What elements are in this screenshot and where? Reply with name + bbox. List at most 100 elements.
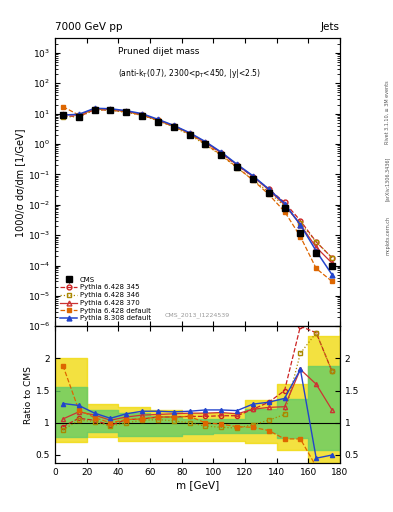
Pythia 6.428 346 xyxy=(108,108,113,114)
Pythia 6.428 346 xyxy=(298,220,303,226)
Pythia 6.428 345 xyxy=(330,254,334,261)
X-axis label: m [GeV]: m [GeV] xyxy=(176,480,219,490)
Pythia 6.428 default xyxy=(76,112,81,118)
Text: Jets: Jets xyxy=(321,22,340,32)
Pythia 6.428 default xyxy=(235,164,239,170)
Pythia 6.428 default xyxy=(203,141,208,147)
Pythia 6.428 345 xyxy=(250,174,255,180)
Pythia 6.428 345 xyxy=(108,107,113,113)
Pythia 6.428 370 xyxy=(203,139,208,145)
Pythia 6.428 default xyxy=(124,109,129,115)
Pythia 6.428 370 xyxy=(76,112,81,118)
Pythia 6.428 345 xyxy=(298,218,303,224)
Pythia 6.428 346 xyxy=(140,112,145,118)
Pythia 6.428 370 xyxy=(250,174,255,180)
Pythia 6.428 default xyxy=(330,279,334,285)
Pythia 6.428 346 xyxy=(219,153,224,159)
Pythia 6.428 345 xyxy=(61,113,65,119)
Text: (anti-k$_\mathrm{T}$(0.7), 2300<p$_\mathrm{T}$<450, |y|<2.5): (anti-k$_\mathrm{T}$(0.7), 2300<p$_\math… xyxy=(118,67,261,80)
Pythia 6.428 345 xyxy=(171,123,176,130)
Pythia 6.428 346 xyxy=(124,110,129,116)
Pythia 6.428 370 xyxy=(314,244,319,250)
Pythia 8.308 default xyxy=(171,122,176,129)
Line: Pythia 8.308 default: Pythia 8.308 default xyxy=(61,106,334,277)
Pythia 6.428 default xyxy=(140,112,145,118)
Pythia 6.428 345 xyxy=(266,186,271,192)
Pythia 8.308 default xyxy=(156,116,160,122)
Pythia 6.428 346 xyxy=(187,132,192,138)
Text: Rivet 3.1.10, ≥ 3M events: Rivet 3.1.10, ≥ 3M events xyxy=(385,81,390,144)
Pythia 6.428 default xyxy=(282,208,287,215)
Pythia 6.428 370 xyxy=(298,222,303,228)
Pythia 6.428 370 xyxy=(235,162,239,168)
Pythia 8.308 default xyxy=(235,161,239,167)
Pythia 6.428 370 xyxy=(61,111,65,117)
Pythia 6.428 default xyxy=(314,265,319,271)
Y-axis label: 1000/σ dσ/dm [1/GeV]: 1000/σ dσ/dm [1/GeV] xyxy=(15,128,25,237)
Pythia 6.428 370 xyxy=(171,123,176,129)
Pythia 6.428 345 xyxy=(219,150,224,156)
Pythia 6.428 default xyxy=(250,177,255,183)
Pythia 6.428 default xyxy=(108,106,113,113)
Pythia 8.308 default xyxy=(266,186,271,192)
Pythia 8.308 default xyxy=(140,111,145,117)
Pythia 8.308 default xyxy=(219,149,224,155)
Pythia 8.308 default xyxy=(124,108,129,114)
Pythia 6.428 346 xyxy=(61,114,65,120)
Pythia 6.428 346 xyxy=(314,239,319,245)
Pythia 6.428 346 xyxy=(171,124,176,130)
Pythia 8.308 default xyxy=(187,130,192,136)
Pythia 6.428 345 xyxy=(235,162,239,168)
Pythia 6.428 default xyxy=(61,103,65,110)
Pythia 6.428 346 xyxy=(92,107,97,113)
Pythia 6.428 346 xyxy=(156,118,160,124)
Pythia 6.428 346 xyxy=(266,189,271,195)
Pythia 6.428 370 xyxy=(92,105,97,112)
Pythia 6.428 370 xyxy=(219,150,224,156)
Pythia 8.308 default xyxy=(314,248,319,254)
Pythia 8.308 default xyxy=(203,139,208,145)
Text: Pruned dijet mass: Pruned dijet mass xyxy=(118,47,199,56)
Pythia 6.428 370 xyxy=(156,117,160,123)
Pythia 6.428 370 xyxy=(266,187,271,193)
Pythia 6.428 346 xyxy=(76,114,81,120)
Pythia 6.428 default xyxy=(298,233,303,240)
Pythia 6.428 345 xyxy=(203,140,208,146)
Pythia 6.428 370 xyxy=(187,130,192,136)
Pythia 6.428 370 xyxy=(330,260,334,266)
Line: Pythia 6.428 345: Pythia 6.428 345 xyxy=(61,107,334,260)
Pythia 6.428 345 xyxy=(76,114,81,120)
Pythia 8.308 default xyxy=(250,173,255,179)
Pythia 6.428 345 xyxy=(282,199,287,205)
Pythia 6.428 346 xyxy=(235,165,239,171)
Pythia 8.308 default xyxy=(76,111,81,117)
Pythia 6.428 345 xyxy=(187,131,192,137)
Pythia 8.308 default xyxy=(330,271,334,278)
Text: CMS_2013_I1224539: CMS_2013_I1224539 xyxy=(165,312,230,317)
Pythia 6.428 370 xyxy=(282,202,287,208)
Pythia 8.308 default xyxy=(108,105,113,112)
Text: [arXiv:1306.3436]: [arXiv:1306.3436] xyxy=(385,157,390,201)
Pythia 6.428 370 xyxy=(140,111,145,117)
Pythia 6.428 345 xyxy=(124,109,129,115)
Y-axis label: Ratio to CMS: Ratio to CMS xyxy=(24,366,33,424)
Pythia 6.428 default xyxy=(92,106,97,112)
Pythia 6.428 346 xyxy=(282,203,287,209)
Pythia 6.428 345 xyxy=(314,239,319,245)
Line: Pythia 6.428 346: Pythia 6.428 346 xyxy=(61,108,334,260)
Pythia 8.308 default xyxy=(298,222,303,228)
Pythia 6.428 default xyxy=(171,123,176,130)
Pythia 6.428 345 xyxy=(156,117,160,123)
Pythia 6.428 346 xyxy=(203,142,208,148)
Pythia 6.428 346 xyxy=(330,254,334,261)
Text: mcplots.cern.ch: mcplots.cern.ch xyxy=(385,216,390,255)
Text: 7000 GeV pp: 7000 GeV pp xyxy=(55,22,123,32)
Pythia 8.308 default xyxy=(92,105,97,112)
Pythia 6.428 default xyxy=(156,117,160,123)
Pythia 8.308 default xyxy=(61,112,65,118)
Pythia 6.428 370 xyxy=(124,108,129,114)
Pythia 6.428 default xyxy=(266,191,271,198)
Line: Pythia 6.428 370: Pythia 6.428 370 xyxy=(61,106,334,266)
Pythia 6.428 346 xyxy=(250,177,255,183)
Line: Pythia 6.428 default: Pythia 6.428 default xyxy=(61,104,334,284)
